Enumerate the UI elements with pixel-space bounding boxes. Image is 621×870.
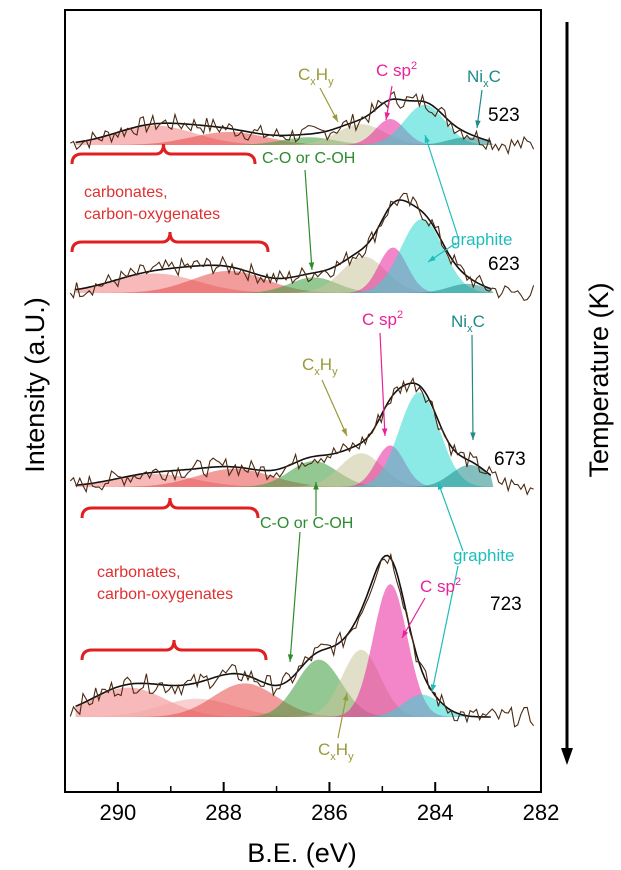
arrow-nixc-673-line: [471, 334, 474, 441]
arrow-csp2-723-head: [402, 630, 409, 638]
peak-623-c-o-or-c-oh: [75, 277, 494, 293]
csp2-label-523: C sp2: [376, 60, 417, 80]
peak-623-carbon-oxygenates: [75, 270, 494, 293]
nixc-label-523: NixC: [467, 67, 501, 90]
arrow-cxhy-673-line: [321, 379, 348, 437]
arrow-co-623-head: [308, 262, 315, 270]
peak-673-graphite: [75, 392, 494, 487]
x-tick-label: 286: [311, 800, 348, 825]
arrow-cxhy-723-head: [342, 693, 349, 701]
arrow-nixc-523-head: [475, 120, 481, 128]
carbonates-label-bottom: carbonates,: [97, 564, 181, 581]
graphite-label-623: graphite: [451, 230, 512, 249]
carbon-oxygenates-label-bottom: carbon-oxygenates: [97, 586, 233, 603]
peak-623-nixc: [75, 283, 494, 293]
arrow-nixc-673-head: [470, 432, 476, 440]
y-axis-label: Intensity (a.U.): [20, 297, 50, 473]
envelope-673: [75, 382, 492, 486]
carbonates-label-top: carbonates,: [84, 184, 168, 201]
envelope-623: [75, 199, 492, 291]
peak-673-c-o-or-c-oh: [75, 461, 494, 487]
arrow-graphite-723-line: [431, 565, 459, 693]
peak-523-carbon-oxygenates: [75, 132, 494, 145]
arrow-csp2-723-line: [401, 597, 426, 639]
brace-top-2: [70, 231, 270, 253]
arrow-co-723-line: [289, 531, 301, 663]
raw-spectrum-723: [69, 552, 535, 728]
raw-spectrum-523: [70, 90, 535, 156]
graphite-label-723: graphite: [453, 546, 514, 565]
peak-723-carbonates-2: [75, 698, 494, 717]
x-axis-ticks: 290 288 286 284 282: [64, 782, 560, 825]
x-tick-label: 284: [417, 800, 454, 825]
x-tick-label: 290: [100, 800, 137, 825]
arrow-graphite-to-523-line: [424, 134, 459, 238]
arrow-graphite-to-523-head: [424, 135, 430, 143]
arrow-cxhy-673-head: [341, 428, 347, 436]
peak-723-graphite: [75, 694, 494, 717]
temperature-arrow-head: [561, 748, 573, 765]
raw-spectrum-673: [69, 376, 534, 496]
annotation-brackets: [70, 143, 270, 661]
arrow-graphite-623-head: [428, 255, 436, 262]
cxhy-label-523: CxHy: [298, 65, 334, 88]
peak-523-c-o-or-c-oh: [75, 137, 494, 145]
arrow-csp2-673-line: [379, 332, 386, 437]
temperature-axis-label: Temperature (K): [584, 282, 614, 477]
arrow-co-623-line: [304, 169, 313, 271]
co-label-673: C-O or C-OH: [260, 515, 353, 532]
x-axis-label: B.E. (eV): [247, 838, 357, 868]
arrow-graphite-to-673-head: [437, 482, 444, 490]
temp-label-673: 673: [494, 449, 526, 470]
co-label-623: C-O or C-OH: [262, 150, 355, 167]
arrow-cxhy-523-head: [332, 114, 338, 122]
arrow-csp2-673-head: [381, 428, 388, 436]
arrow-co-723-head: [287, 654, 294, 662]
arrow-csp2-523-head: [384, 112, 391, 120]
peak-723-c-sp2: [75, 584, 494, 717]
peak-723-c-o-or-c-oh: [75, 659, 494, 717]
peak-523-nixc: [75, 137, 494, 145]
arrow-graphite-723-head: [430, 684, 437, 692]
brace-bottom-2: [80, 639, 268, 661]
peak-623-graphite: [75, 218, 494, 293]
raw-spectrum-623: [69, 192, 535, 302]
spectra-curves: [69, 90, 535, 728]
temp-label-723: 723: [490, 594, 522, 615]
temp-label-523: 523: [488, 105, 520, 126]
temp-label-623: 623: [488, 254, 520, 275]
csp2-label-723: C sp2: [420, 576, 461, 596]
arrow-cxhy-723-line: [337, 692, 348, 739]
nixc-label-673: NixC: [451, 312, 485, 335]
peak-673-carbon-oxygenates: [75, 468, 494, 487]
csp2-label-673: C sp2: [362, 309, 403, 329]
brace-bottom-1: [80, 497, 260, 519]
brace-top-1: [70, 143, 257, 165]
x-tick-label: 288: [205, 800, 242, 825]
arrow-graphite-to-673-line: [437, 481, 464, 552]
x-tick-label: 282: [523, 800, 560, 825]
cxhy-label-723: CxHy: [318, 740, 354, 763]
carbon-oxygenates-label-top: carbon-oxygenates: [84, 206, 220, 223]
peak-673-nixc: [75, 464, 494, 487]
peak-fills: [75, 104, 494, 717]
plot-frame: [64, 9, 542, 793]
annotation-arrows: [287, 85, 483, 739]
arrow-co-673-up-head: [313, 482, 319, 490]
cxhy-label-673: CxHy: [302, 355, 338, 378]
